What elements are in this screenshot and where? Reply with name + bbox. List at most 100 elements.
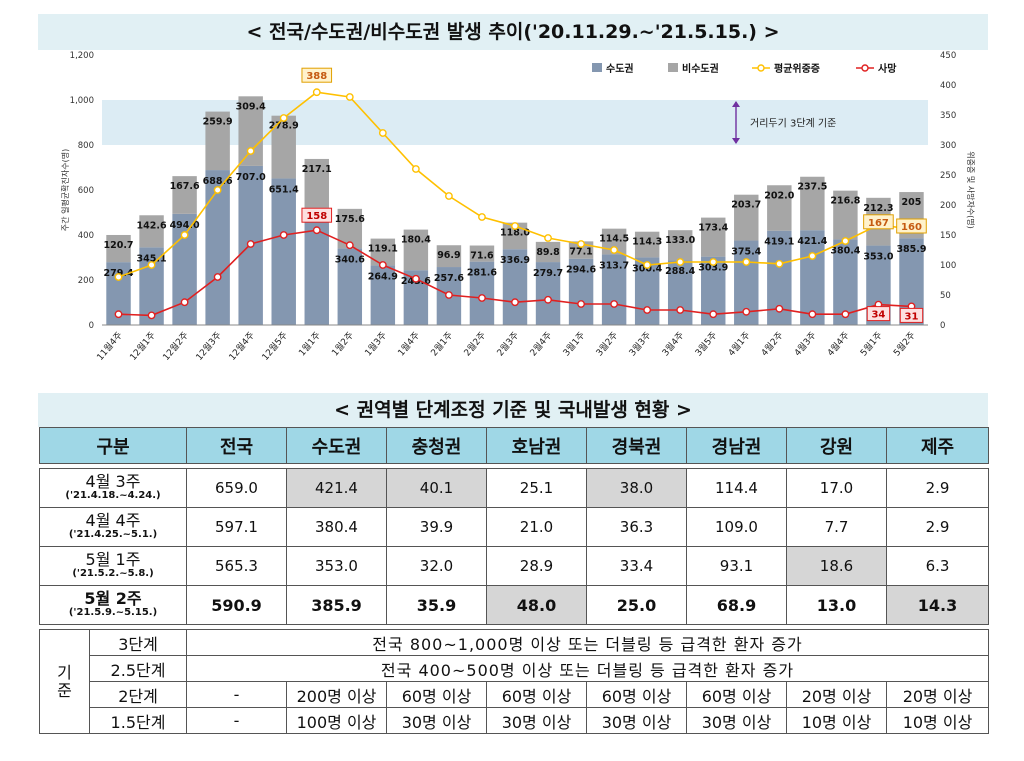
bar-label-metro: 345.1	[137, 253, 167, 264]
criteria-national: -	[186, 707, 287, 734]
avg-severe-label-box	[863, 214, 894, 230]
avg-severe-point	[577, 240, 585, 248]
cell-honam: 28.9	[486, 546, 587, 586]
bar-label-nonmetro: 167.6	[170, 181, 200, 192]
week-dates: ('21.5.9.~5.15.)	[68, 607, 158, 619]
death-label: 31	[905, 311, 919, 322]
y-left-tick-label: 400	[78, 231, 94, 241]
week-label: 4월 4주 ('21.4.25.~5.1.)	[39, 507, 187, 547]
avg-severe-point	[676, 258, 685, 266]
bar-label-nonmetro: 114.5	[599, 234, 629, 245]
legend-label-death: 사망	[878, 62, 897, 75]
cell-gangwon: 7.7	[786, 507, 887, 547]
bar-label-nonmetro: 212.3	[863, 203, 893, 214]
bar-nonmetro	[403, 229, 429, 271]
bar-label-metro: 385.9	[896, 244, 926, 255]
bar-nonmetro	[667, 230, 693, 261]
week-label: 4월 3주 ('21.4.18.~4.24.)	[39, 468, 187, 508]
y-right-tick-label: 0	[940, 321, 945, 331]
criteria-label-text: 기준	[57, 662, 72, 700]
week-label: 5월 1주 ('21.5.2.~5.8.)	[39, 546, 187, 586]
bar-nonmetro	[139, 215, 164, 248]
cell-national: 659.0	[186, 468, 287, 508]
bar-nonmetro	[205, 111, 230, 171]
bar-nonmetro	[172, 176, 197, 214]
bar-metro	[535, 262, 561, 325]
x-tick-label: 5월1주	[858, 329, 885, 358]
y-right-tick-label: 50	[940, 291, 951, 301]
band-arrow-down	[732, 138, 740, 144]
bar-label-nonmetro: 71.6	[470, 251, 494, 262]
y-left-tick-label: 0	[89, 321, 94, 331]
death-point	[147, 311, 156, 320]
bar-label-metro: 421.4	[797, 236, 827, 247]
cell-chungcheong: 32.0	[386, 546, 487, 586]
bar-label-metro: 353.0	[863, 252, 893, 263]
criteria-metro: 100명 이상	[286, 707, 387, 734]
week-dates: ('21.4.25.~5.1.)	[68, 529, 158, 541]
avg-severe-point	[345, 93, 354, 101]
bar-label-nonmetro: 142.6	[137, 220, 167, 231]
death-label-box	[866, 306, 891, 322]
x-tick-label: 3월2주	[593, 329, 620, 358]
criteria-gyeongbuk: 60명 이상	[586, 681, 687, 708]
bar-label-nonmetro: 119.1	[368, 244, 398, 255]
bar-nonmetro	[767, 185, 792, 231]
table-row: 4월 3주 ('21.4.18.~4.24.) 659.0 421.4 40.1 …	[39, 468, 989, 508]
cell-metro: 353.0	[286, 546, 387, 586]
bar-metro	[601, 254, 627, 325]
week-name: 5월 1주	[85, 550, 141, 570]
cell-metro: 380.4	[286, 507, 387, 547]
death-point	[478, 294, 486, 302]
death-point	[808, 310, 817, 319]
y-right-tick-label: 250	[940, 171, 956, 181]
table-row: 5월 2주 ('21.5.9.~5.15.) 590.9 385.9 35.9 4…	[39, 585, 989, 625]
header-metro: 수도권	[286, 427, 387, 464]
bar-label-metro: 288.4	[665, 266, 695, 277]
avg-severe-point	[478, 213, 486, 221]
bar-label-metro: 300.4	[632, 263, 662, 274]
y-right-tick-label: 300	[940, 141, 956, 151]
x-tick-label: 11월4주	[94, 329, 125, 363]
avg-severe-point	[114, 273, 123, 281]
cell-chungcheong: 39.9	[386, 507, 487, 547]
y-right-tick-label: 350	[940, 111, 956, 121]
death-point	[312, 226, 321, 235]
bar-label-nonmetro: 96.9	[437, 250, 460, 261]
week-name: 4월 3주	[85, 472, 141, 492]
x-tick-label: 2월4주	[527, 329, 554, 358]
bar-label-metro: 340.6	[335, 254, 365, 265]
bar-label-nonmetro: 77.1	[569, 246, 592, 257]
cell-gyeongnam: 109.0	[686, 507, 787, 547]
avg-severe-point	[544, 234, 552, 242]
avg-severe-point	[213, 186, 222, 194]
criteria-level: 2.5단계	[89, 655, 187, 682]
bar-label-nonmetro: 180.4	[401, 235, 431, 246]
week-name: 5월 2주	[84, 589, 142, 609]
criteria-gyeongnam: 30명 이상	[686, 707, 787, 734]
avg-severe-point	[246, 147, 255, 155]
y-right-tick-label: 200	[940, 201, 956, 211]
x-tick-label: 12월1주	[127, 329, 158, 363]
cell-gyeongbuk: 25.0	[586, 585, 687, 625]
bar-metro	[304, 207, 329, 325]
cell-gyeongnam: 93.1	[686, 546, 787, 586]
x-tick-label: 3월1주	[560, 329, 587, 358]
bar-label-nonmetro: 217.1	[302, 164, 332, 175]
legend-swatch-nonmetro	[668, 63, 678, 72]
legend-label-nonmetro: 비수도권	[682, 62, 719, 75]
avg-severe-point	[709, 258, 718, 266]
avg-severe-point	[775, 259, 784, 268]
legend-label-metro: 수도권	[606, 63, 634, 75]
cell-gyeongnam: 114.4	[686, 468, 787, 508]
criteria-metro: 200명 이상	[286, 681, 387, 708]
bar-nonmetro	[634, 231, 660, 258]
trend-chart: 0 200 400 600 800 1,000 1,200 0 50 100 150 200 250 30…	[60, 51, 976, 363]
bar-label-nonmetro: 133.0	[665, 235, 695, 246]
death-point	[841, 310, 850, 319]
avg-severe-point	[378, 129, 387, 137]
bar-metro	[271, 178, 296, 325]
avg-severe-point	[445, 192, 453, 200]
header-honam: 호남권	[486, 427, 587, 464]
death-point	[709, 310, 718, 319]
